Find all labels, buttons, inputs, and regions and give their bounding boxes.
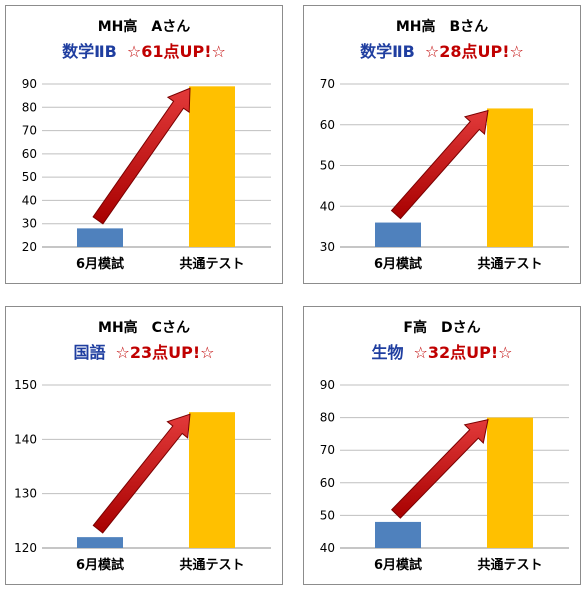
y-tick-label: 70 [22, 124, 37, 138]
y-tick-label: 40 [320, 541, 335, 555]
bar-chart: 40 50 60 70 80 90 6月模試 共通テスト [320, 378, 569, 573]
bar-june-mock [77, 537, 123, 548]
subject-label: 数学ⅡB [62, 42, 117, 61]
subject-label: 数学ⅡB [360, 42, 415, 61]
bar-chart: 120 130 140 150 6月模試 共通テスト [14, 378, 271, 573]
chart-panel-b: MH高 Bさん 数学ⅡB ☆28点UP!☆ 30 40 50 60 70 6月模試 共通テスト [303, 5, 581, 284]
y-tick-label: 70 [320, 443, 335, 457]
y-tick-label: 150 [14, 378, 37, 392]
y-tick-label: 80 [320, 411, 335, 425]
chart-title: MH高 Aさん [97, 19, 191, 35]
y-tick-label: 50 [22, 170, 37, 184]
score-gain-label: ☆23点UP!☆ [115, 343, 215, 362]
score-gain-label: ☆61点UP!☆ [126, 42, 226, 61]
y-tick-label: 40 [22, 193, 37, 207]
y-tick-label: 40 [320, 199, 335, 213]
y-tick-label: 60 [320, 476, 335, 490]
bar-june-mock [77, 228, 123, 247]
chart-title: MH高 Bさん [395, 19, 489, 35]
x-category-label: 共通テスト [477, 557, 542, 573]
y-tick-label: 70 [320, 77, 335, 91]
increase-arrow [390, 418, 489, 519]
y-tick-label: 60 [320, 118, 335, 132]
y-tick-label: 90 [22, 77, 37, 91]
score-gain-label: ☆28点UP!☆ [424, 42, 524, 61]
x-category-label: 共通テスト [477, 256, 542, 272]
chart-subtitle: 生物 ☆32点UP!☆ [304, 339, 580, 363]
y-tick-label: 90 [320, 378, 335, 392]
score-gain-label: ☆32点UP!☆ [413, 343, 513, 362]
bar-common-test [487, 108, 533, 247]
y-tick-label: 20 [22, 240, 37, 254]
y-tick-label: 130 [14, 487, 37, 501]
increase-arrow [92, 87, 191, 225]
chart-title: MH高 Cさん [98, 320, 190, 336]
y-tick-label: 30 [320, 240, 335, 254]
y-tick-label: 120 [14, 541, 37, 555]
bar-june-mock [375, 222, 421, 247]
y-tick-label: 30 [22, 217, 37, 231]
increase-arrow [390, 109, 489, 220]
bar-common-test [189, 412, 235, 548]
y-tick-label: 80 [22, 100, 37, 114]
x-category-label: 6月模試 [374, 557, 422, 573]
chart-panel-a: MH高 Aさん 数学ⅡB ☆61点UP!☆ 20 30 40 50 60 70 80 90 6月模… [5, 5, 283, 284]
x-category-label: 6月模試 [76, 256, 124, 272]
bar-common-test [487, 417, 533, 548]
bar-common-test [189, 86, 235, 247]
x-category-label: 共通テスト [179, 256, 244, 272]
bar-june-mock [375, 521, 421, 548]
y-tick-label: 140 [14, 432, 37, 446]
bar-chart: 20 30 40 50 60 70 80 90 6月模試 共通テスト [22, 77, 271, 272]
y-tick-label: 60 [22, 147, 37, 161]
chart-title: F高 Dさん [403, 320, 481, 336]
chart-subtitle: 国語 ☆23点UP!☆ [6, 339, 282, 363]
x-category-label: 6月模試 [76, 557, 124, 573]
chart-panel-d: F高 Dさん 生物 ☆32点UP!☆ 40 50 60 70 80 90 6月模試 共通テスト [303, 306, 581, 585]
y-tick-label: 50 [320, 159, 335, 173]
chart-panel-c: MH高 Cさん 国語 ☆23点UP!☆ 120 130 140 150 6月模試 共通テスト [5, 306, 283, 585]
increase-arrow [92, 413, 191, 534]
x-category-label: 共通テスト [179, 557, 244, 573]
y-tick-label: 50 [320, 508, 335, 522]
subject-label: 国語 [73, 343, 106, 362]
bar-chart: 30 40 50 60 70 6月模試 共通テスト [320, 77, 569, 272]
x-category-label: 6月模試 [374, 256, 422, 272]
chart-subtitle: 数学ⅡB ☆61点UP!☆ [6, 38, 282, 62]
subject-label: 生物 [371, 343, 404, 362]
chart-subtitle: 数学ⅡB ☆28点UP!☆ [304, 38, 580, 62]
